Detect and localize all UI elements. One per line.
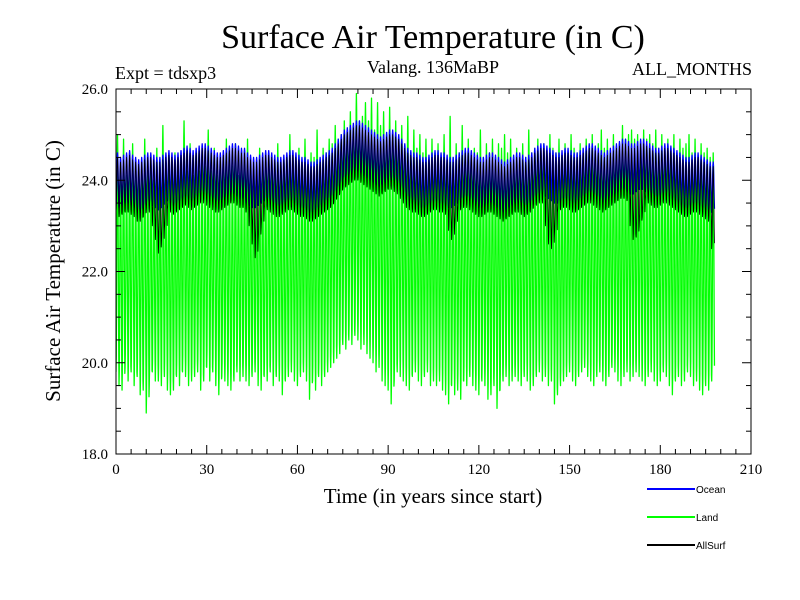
x-tick-label: 60 xyxy=(290,462,305,478)
y-tick-label: 22.0 xyxy=(82,265,108,281)
chart-title: Surface Air Temperature (in C) xyxy=(221,19,645,56)
x-tick-label: 120 xyxy=(468,462,491,478)
chart-subtitle: Valang. 136MaBP xyxy=(367,57,499,77)
months-label: ALL_MONTHS xyxy=(632,59,752,79)
x-tick-label: 210 xyxy=(740,462,763,478)
legend-label-ocean: Ocean xyxy=(696,485,725,496)
x-tick-label: 180 xyxy=(649,462,672,478)
x-tick-label: 30 xyxy=(199,462,214,478)
y-tick-label: 24.0 xyxy=(82,173,108,189)
x-axis-label: Time (in years since start) xyxy=(324,484,543,508)
x-tick-label: 0 xyxy=(112,462,120,478)
x-tick-label: 150 xyxy=(558,462,581,478)
y-tick-label: 26.0 xyxy=(82,82,108,98)
axis-layer: 0 30 60 90 120 150 180 210 18.0 20.0 22.0 24.0 26.0 xyxy=(82,82,763,478)
series-line-land xyxy=(116,92,716,414)
series-line-allsurf xyxy=(116,125,715,259)
y-axis-label: Surface Air Temperature (in C) xyxy=(41,140,65,402)
legend-label-land: Land xyxy=(696,513,718,524)
experiment-label: Expt = tdsxp3 xyxy=(115,63,216,83)
plot-area xyxy=(116,92,716,414)
y-tick-label: 20.0 xyxy=(82,356,108,372)
legend: Ocean Land AllSurf xyxy=(647,485,726,552)
series-layer xyxy=(116,92,716,414)
y-tick-label: 18.0 xyxy=(82,447,108,463)
legend-label-allsurf: AllSurf xyxy=(696,541,726,552)
x-tick-label: 90 xyxy=(381,462,396,478)
